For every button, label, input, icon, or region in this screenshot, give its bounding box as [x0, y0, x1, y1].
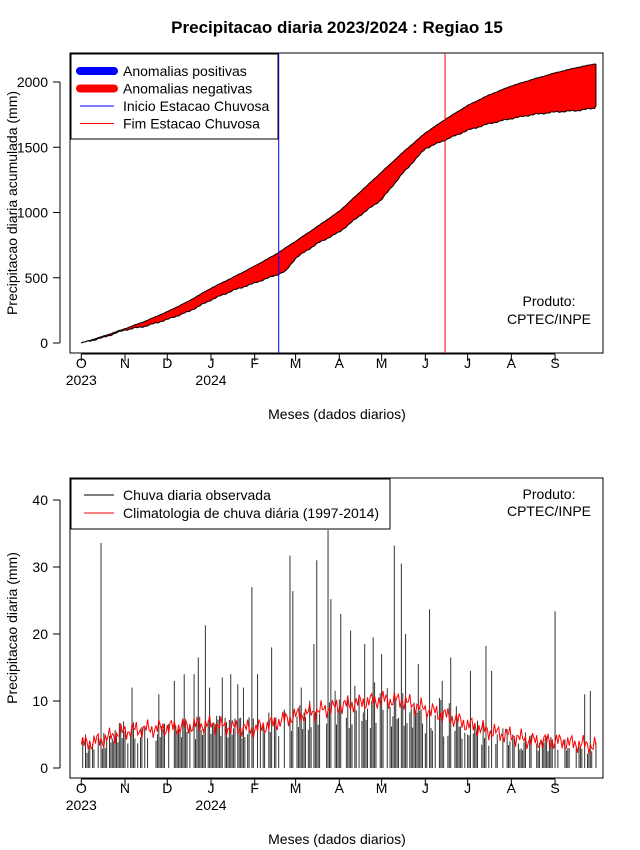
x-tick-label: A	[507, 355, 517, 371]
x-tick-label: J	[422, 780, 429, 796]
y-tick-label: 30	[32, 559, 48, 575]
legend-label: Inicio Estacao Chuvosa	[123, 98, 270, 114]
year-label: 2024	[195, 372, 226, 388]
plot-frame	[69, 52, 604, 354]
x-tick-label: M	[290, 355, 302, 371]
x-tick-label: F	[250, 780, 259, 796]
legend-label: Climatologia de chuva diária (1997-2014)	[123, 505, 379, 521]
chart-title: Precipitacao diaria 2023/2024 : Regiao 1…	[171, 18, 503, 37]
accumulated-precipitation-chart: Precipitacao diaria 2023/2024 : Regiao 1…	[4, 18, 604, 422]
x-axis-label: Meses (dados diarios)	[268, 406, 406, 422]
y-tick-label: 1500	[17, 139, 48, 155]
x-tick-label: N	[120, 780, 130, 796]
y-tick-label: 0	[40, 760, 48, 776]
year-label: 2023	[66, 372, 97, 388]
product-label: Produto:	[523, 486, 576, 502]
y-axis-label: Precipitacao diaria acumulada (mm)	[4, 91, 20, 315]
x-tick-label: S	[550, 780, 559, 796]
x-tick-label: A	[335, 355, 345, 371]
x-tick-label: A	[507, 780, 517, 796]
y-tick-label: 10	[32, 693, 48, 709]
x-tick-label: N	[120, 355, 130, 371]
y-tick-label: 2000	[17, 74, 48, 90]
x-tick-label: O	[76, 780, 87, 796]
x-tick-label: M	[376, 355, 388, 371]
x-tick-label: M	[376, 780, 388, 796]
y-tick-label: 40	[32, 492, 48, 508]
legend-label: Chuva diaria observada	[123, 487, 271, 503]
climatology-line	[80, 690, 597, 755]
x-tick-label: J	[464, 780, 471, 796]
x-tick-label: F	[250, 355, 259, 371]
x-tick-label: M	[290, 780, 302, 796]
daily-precipitation-chart: 0 10 20 30 40 Precipitacao diaria (mm) O N D J F M A…	[4, 477, 604, 847]
y-tick-label: 20	[32, 626, 48, 642]
plot-frame	[69, 477, 604, 779]
observed-line	[81, 105, 597, 344]
x-tick-label: S	[550, 355, 559, 371]
x-tick-label: J	[208, 780, 215, 796]
x-tick-label: J	[208, 355, 215, 371]
product-label: Produto:	[523, 293, 576, 309]
y-tick-label: 1000	[17, 205, 48, 221]
y-tick-label: 0	[40, 335, 48, 351]
climatology-line	[81, 63, 597, 344]
x-tick-label: J	[422, 355, 429, 371]
legend-label: Anomalias positivas	[123, 63, 247, 79]
x-tick-label: D	[162, 355, 172, 371]
y-axis-label: Precipitacao diaria (mm)	[4, 552, 20, 704]
y-tick-label: 500	[25, 270, 49, 286]
legend-label: Fim Estacao Chuvosa	[123, 116, 260, 132]
negative-anomaly-area	[81, 64, 596, 343]
x-axis-label: Meses (dados diarios)	[268, 831, 406, 847]
year-label: 2024	[195, 797, 226, 813]
x-tick-label: J	[464, 355, 471, 371]
year-label: 2023	[66, 797, 97, 813]
legend-label: Anomalias negativas	[123, 81, 252, 97]
legend-box	[70, 478, 391, 530]
product-source: CPTEC/INPE	[507, 503, 591, 519]
x-tick-label: A	[335, 780, 345, 796]
x-tick-label: O	[76, 355, 87, 371]
product-source: CPTEC/INPE	[507, 311, 591, 327]
x-tick-label: D	[162, 780, 172, 796]
